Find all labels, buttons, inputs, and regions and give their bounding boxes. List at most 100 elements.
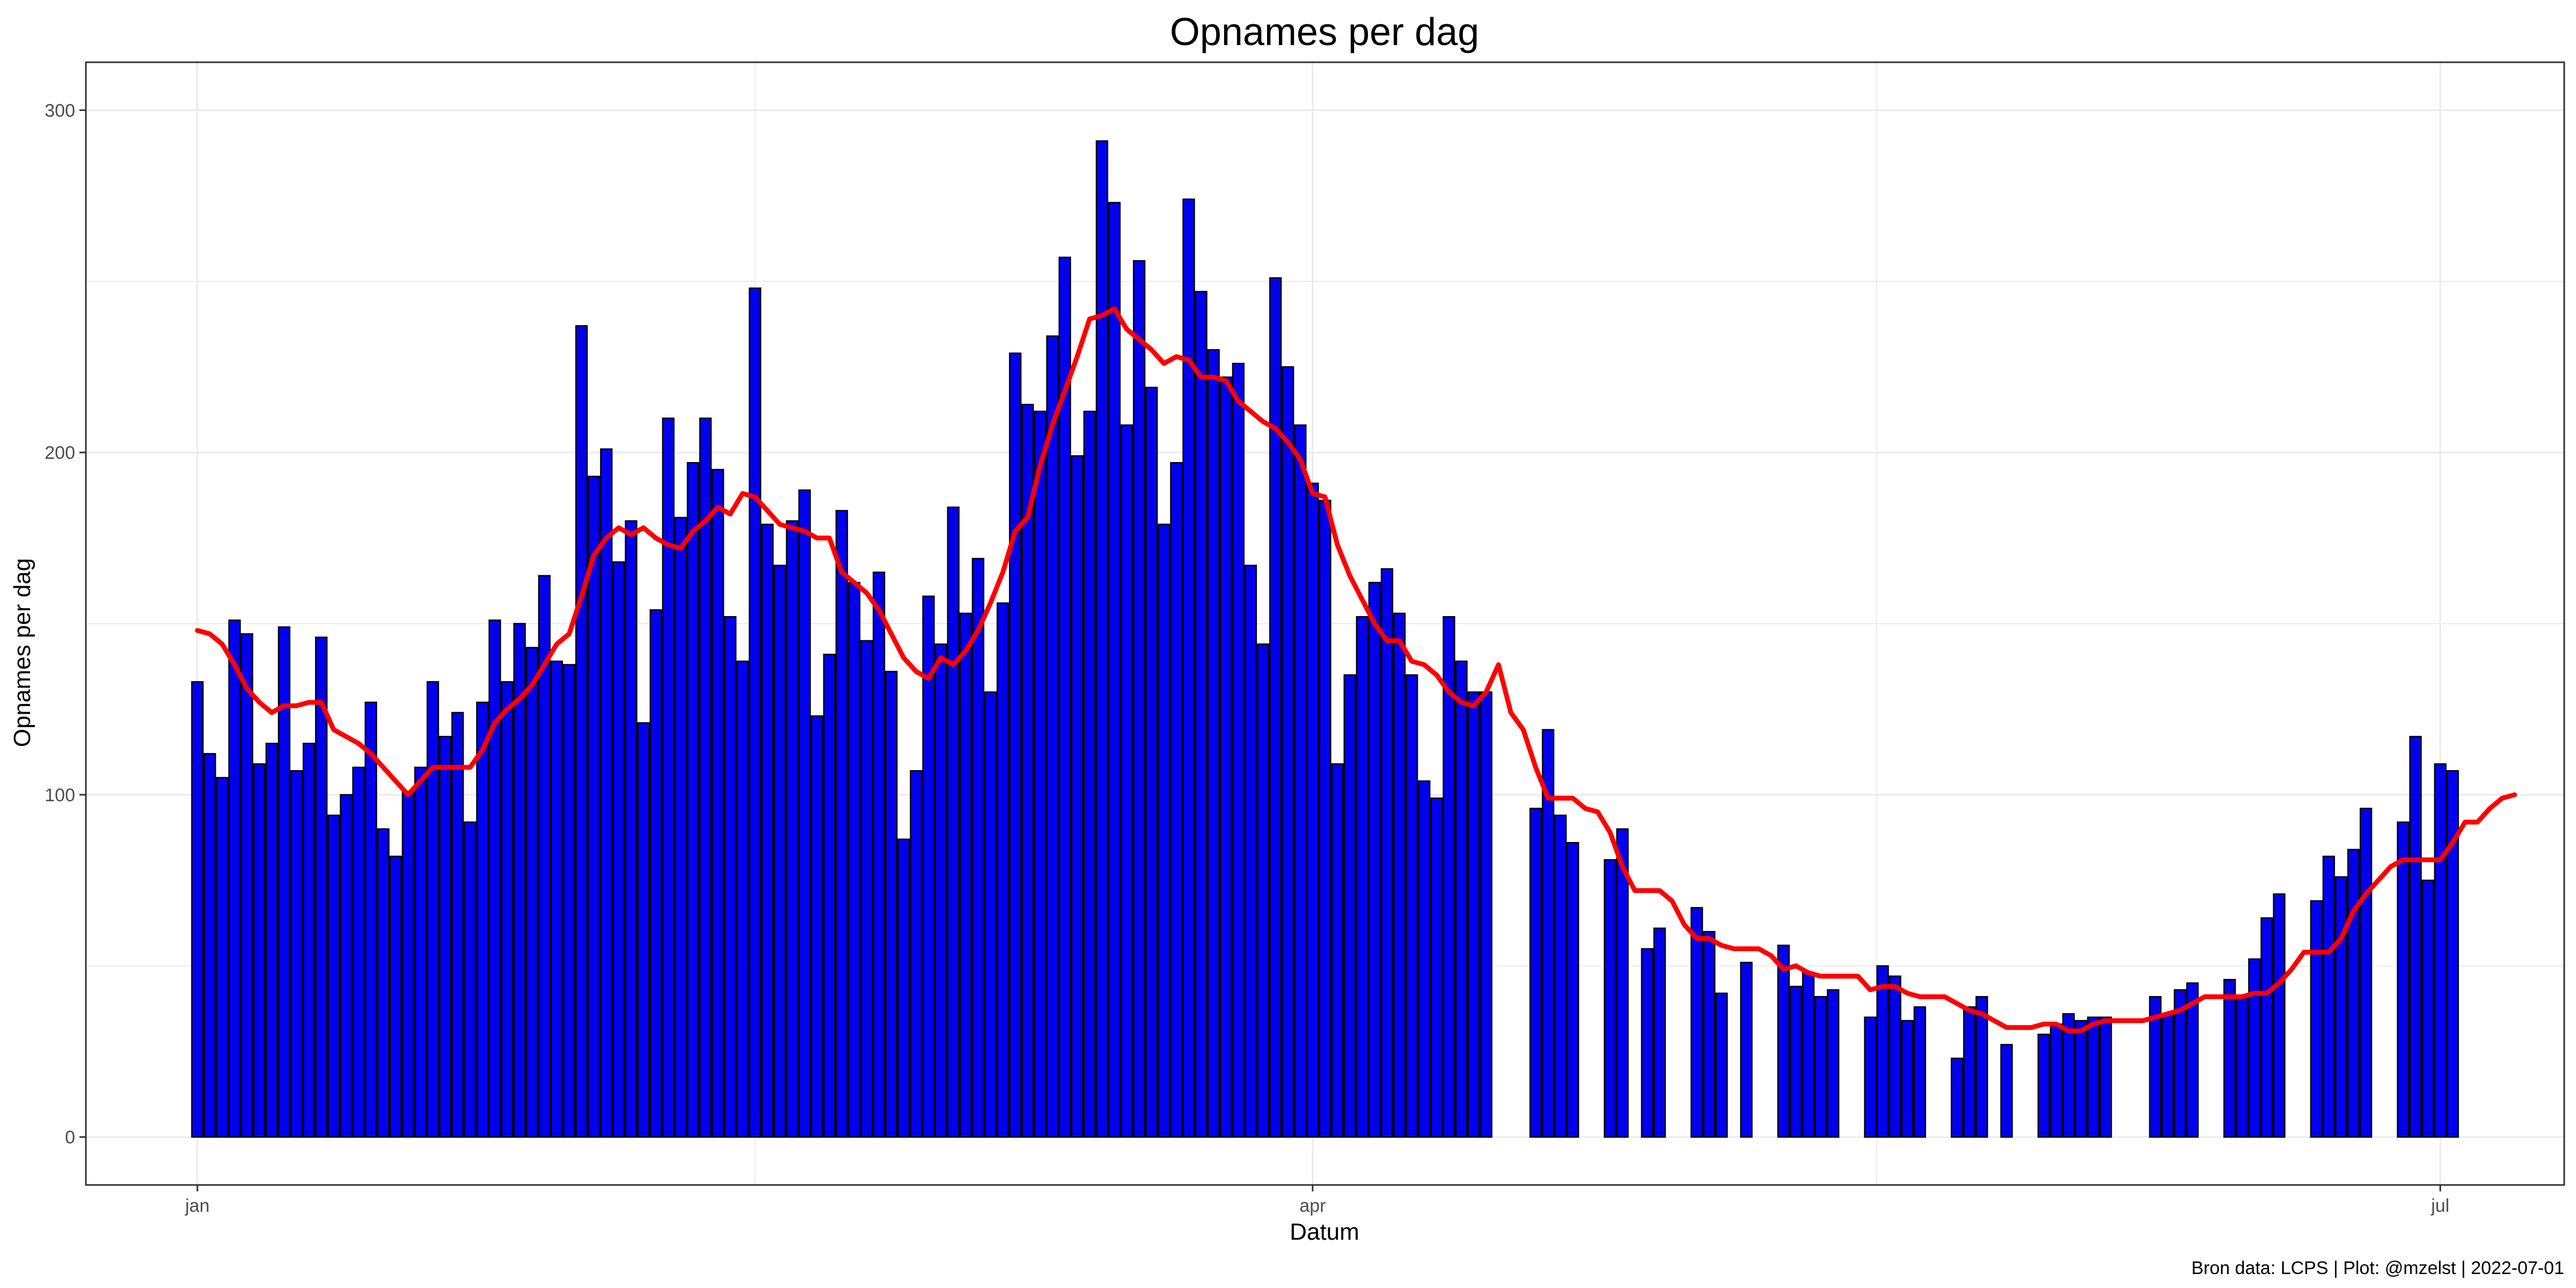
- bar: [1815, 997, 1826, 1137]
- bar: [1121, 425, 1132, 1137]
- bar: [1741, 962, 1752, 1137]
- bar: [1183, 199, 1195, 1137]
- bar: [1344, 675, 1356, 1137]
- bar: [1320, 500, 1331, 1137]
- bar: [1691, 908, 1702, 1137]
- bar: [390, 857, 401, 1137]
- y-tick-label: 100: [45, 785, 75, 806]
- bar: [601, 449, 612, 1137]
- bar: [848, 582, 860, 1137]
- bar: [1642, 949, 1653, 1137]
- bar: [2274, 894, 2285, 1137]
- bar: [440, 736, 451, 1137]
- bar: [291, 771, 302, 1137]
- bar: [353, 767, 364, 1137]
- bar: [898, 839, 910, 1137]
- bar: [1481, 692, 1492, 1137]
- bar: [452, 713, 463, 1137]
- bar: [675, 517, 686, 1137]
- bar: [799, 490, 810, 1137]
- bar: [1951, 1058, 1963, 1137]
- bar: [626, 521, 637, 1137]
- bar: [1418, 781, 1430, 1137]
- bar: [1035, 412, 1046, 1137]
- bar: [2397, 822, 2409, 1137]
- bar: [2410, 736, 2421, 1137]
- bar: [365, 702, 377, 1137]
- bar: [985, 692, 996, 1137]
- bar: [2162, 1014, 2174, 1137]
- bar: [526, 648, 538, 1137]
- bar: [489, 620, 501, 1137]
- y-tick-label: 300: [45, 100, 75, 121]
- bar: [1555, 815, 1566, 1137]
- bar: [564, 665, 575, 1137]
- bar: [2051, 1024, 2062, 1137]
- bar: [1009, 353, 1021, 1137]
- bar: [1257, 644, 1269, 1137]
- bar: [824, 654, 835, 1137]
- bar: [1294, 425, 1306, 1137]
- bar: [464, 822, 475, 1137]
- bar: [861, 641, 872, 1137]
- bar: [1270, 278, 1281, 1137]
- bar: [1567, 843, 1578, 1137]
- bar: [2348, 850, 2359, 1137]
- bar: [911, 771, 922, 1137]
- bar: [1865, 1017, 1876, 1137]
- bar: [1394, 613, 1405, 1137]
- bar: [811, 716, 823, 1137]
- bar: [1803, 973, 1814, 1137]
- bar: [2075, 1021, 2087, 1137]
- bar: [341, 795, 352, 1137]
- bar: [254, 764, 265, 1137]
- bar: [1654, 928, 1665, 1137]
- bar: [687, 463, 699, 1137]
- bar: [774, 566, 786, 1137]
- bar: [551, 661, 562, 1137]
- bar: [576, 326, 587, 1137]
- bar: [1047, 336, 1058, 1137]
- bar: [378, 829, 389, 1137]
- bar: [2323, 857, 2334, 1137]
- bar: [1332, 764, 1343, 1137]
- bar: [1233, 363, 1244, 1137]
- x-axis-title: Datum: [1290, 1219, 1359, 1245]
- bar: [266, 743, 277, 1137]
- bar: [1778, 946, 1789, 1137]
- bar: [1196, 291, 1207, 1137]
- bar: [2224, 979, 2235, 1137]
- bar: [1716, 993, 1727, 1137]
- bar: [1406, 675, 1417, 1137]
- bar: [1282, 367, 1293, 1137]
- bar: [1109, 203, 1120, 1137]
- bar: [749, 288, 760, 1137]
- bar: [2088, 1017, 2099, 1137]
- bar: [663, 418, 674, 1137]
- bar: [972, 559, 984, 1137]
- bar: [1468, 692, 1480, 1137]
- bar: [1072, 456, 1083, 1137]
- chart-title: Opnames per dag: [1170, 11, 1479, 54]
- bar: [712, 470, 723, 1137]
- bar: [1307, 484, 1319, 1137]
- bar: [303, 743, 314, 1137]
- bar: [638, 723, 649, 1137]
- bar: [2001, 1045, 2012, 1137]
- y-tick-label: 0: [65, 1128, 75, 1148]
- bar: [2100, 1017, 2111, 1137]
- caption: Bron data: LCPS | Plot: @mzelst | 2022-0…: [2191, 1258, 2564, 1278]
- bar: [2311, 901, 2322, 1137]
- bar: [427, 682, 438, 1137]
- bar: [402, 792, 414, 1137]
- bar: [873, 572, 884, 1137]
- bar: [836, 511, 847, 1137]
- bar: [1902, 1021, 1913, 1137]
- y-axis-title: Opnames per dag: [9, 558, 35, 747]
- x-tick-label: jul: [2431, 1196, 2449, 1216]
- bar: [2435, 764, 2446, 1137]
- bar: [1530, 808, 1541, 1137]
- bar: [1146, 387, 1157, 1137]
- bar: [502, 682, 513, 1137]
- bar: [960, 613, 971, 1137]
